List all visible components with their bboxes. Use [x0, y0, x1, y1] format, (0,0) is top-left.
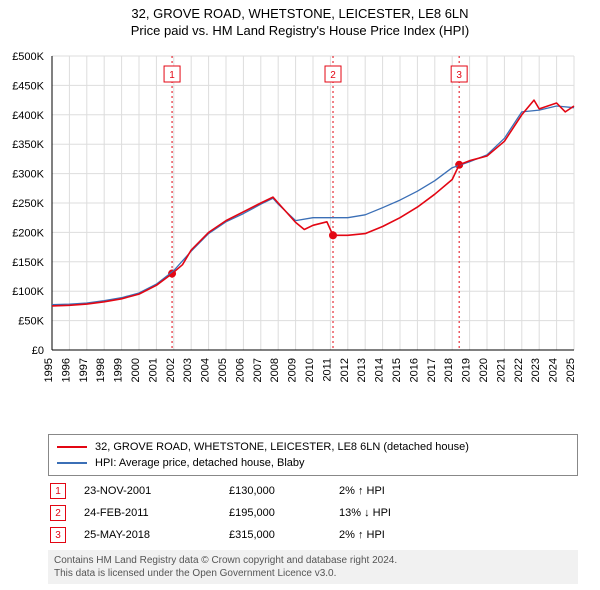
svg-text:1997: 1997 — [78, 358, 90, 382]
svg-text:2009: 2009 — [287, 358, 299, 382]
svg-text:2025: 2025 — [565, 358, 577, 382]
chart-container: 32, GROVE ROAD, WHETSTONE, LEICESTER, LE… — [0, 0, 600, 590]
legend-label: HPI: Average price, detached house, Blab… — [95, 457, 305, 469]
svg-text:2016: 2016 — [408, 358, 420, 382]
svg-text:£100K: £100K — [12, 286, 44, 298]
svg-text:1: 1 — [169, 70, 175, 81]
svg-text:£50K: £50K — [18, 316, 44, 328]
svg-text:£500K: £500K — [12, 51, 44, 63]
svg-text:1995: 1995 — [43, 358, 55, 382]
svg-text:£300K: £300K — [12, 169, 44, 181]
event-date: 25-MAY-2018 — [84, 529, 229, 541]
title-subtitle: Price paid vs. HM Land Registry's House … — [0, 23, 600, 40]
svg-text:2017: 2017 — [426, 358, 438, 382]
event-price: £130,000 — [229, 485, 339, 497]
svg-text:2002: 2002 — [165, 358, 177, 382]
svg-text:2024: 2024 — [548, 358, 560, 382]
svg-text:2013: 2013 — [356, 358, 368, 382]
event-row: 2 24-FEB-2011£195,00013% ↓ HPI — [48, 502, 578, 524]
legend-box: 32, GROVE ROAD, WHETSTONE, LEICESTER, LE… — [48, 434, 578, 476]
footer-line2: This data is licensed under the Open Gov… — [54, 567, 572, 580]
svg-text:2: 2 — [330, 70, 336, 81]
svg-text:2011: 2011 — [321, 358, 333, 382]
event-date: 23-NOV-2001 — [84, 485, 229, 497]
events-table: 123-NOV-2001£130,0002% ↑ HPI224-FEB-2011… — [48, 480, 578, 546]
legend-label: 32, GROVE ROAD, WHETSTONE, LEICESTER, LE… — [95, 441, 469, 453]
event-date: 24-FEB-2011 — [84, 507, 229, 519]
svg-text:2015: 2015 — [391, 358, 403, 382]
legend-swatch — [57, 446, 87, 448]
event-number-box: 3 — [50, 527, 66, 543]
chart-svg: £0£50K£100K£150K£200K£250K£300K£350K£400… — [48, 50, 578, 390]
svg-text:£350K: £350K — [12, 139, 44, 151]
svg-text:£150K: £150K — [12, 257, 44, 269]
svg-text:£400K: £400K — [12, 110, 44, 122]
svg-text:3: 3 — [456, 70, 462, 81]
event-row: 1 23-NOV-2001£130,0002% ↑ HPI — [48, 480, 578, 502]
event-number-box: 1 — [50, 483, 66, 499]
legend-row: HPI: Average price, detached house, Blab… — [57, 455, 569, 471]
svg-text:2003: 2003 — [182, 358, 194, 382]
title-block: 32, GROVE ROAD, WHETSTONE, LEICESTER, LE… — [0, 0, 600, 40]
legend-swatch — [57, 462, 87, 464]
svg-text:2021: 2021 — [495, 358, 507, 382]
svg-text:£250K: £250K — [12, 198, 44, 210]
svg-text:2020: 2020 — [478, 358, 490, 382]
event-delta: 13% ↓ HPI — [339, 507, 459, 519]
svg-text:2023: 2023 — [530, 358, 542, 382]
event-delta: 2% ↑ HPI — [339, 529, 459, 541]
svg-text:2019: 2019 — [461, 358, 473, 382]
title-address: 32, GROVE ROAD, WHETSTONE, LEICESTER, LE… — [0, 6, 600, 23]
event-number-box: 2 — [50, 505, 66, 521]
event-delta: 2% ↑ HPI — [339, 485, 459, 497]
svg-text:2010: 2010 — [304, 358, 316, 382]
svg-text:1999: 1999 — [113, 358, 125, 382]
svg-text:£200K: £200K — [12, 227, 44, 239]
svg-text:1996: 1996 — [60, 358, 72, 382]
footer-line1: Contains HM Land Registry data © Crown c… — [54, 554, 572, 567]
svg-text:2004: 2004 — [200, 358, 212, 382]
svg-text:2006: 2006 — [234, 358, 246, 382]
svg-text:2001: 2001 — [147, 358, 159, 382]
chart-area: £0£50K£100K£150K£200K£250K£300K£350K£400… — [48, 50, 578, 390]
svg-text:2022: 2022 — [513, 358, 525, 382]
svg-text:2005: 2005 — [217, 358, 229, 382]
event-row: 3 25-MAY-2018£315,0002% ↑ HPI — [48, 524, 578, 546]
svg-text:2008: 2008 — [269, 358, 281, 382]
svg-text:1998: 1998 — [95, 358, 107, 382]
svg-text:2018: 2018 — [443, 358, 455, 382]
svg-text:2012: 2012 — [339, 358, 351, 382]
svg-text:2014: 2014 — [374, 358, 386, 382]
svg-text:£450K: £450K — [12, 80, 44, 92]
svg-text:2007: 2007 — [252, 358, 264, 382]
event-price: £195,000 — [229, 507, 339, 519]
footer-attribution: Contains HM Land Registry data © Crown c… — [48, 550, 578, 584]
legend-row: 32, GROVE ROAD, WHETSTONE, LEICESTER, LE… — [57, 439, 569, 455]
event-price: £315,000 — [229, 529, 339, 541]
svg-text:2000: 2000 — [130, 358, 142, 382]
svg-text:£0: £0 — [32, 345, 44, 357]
